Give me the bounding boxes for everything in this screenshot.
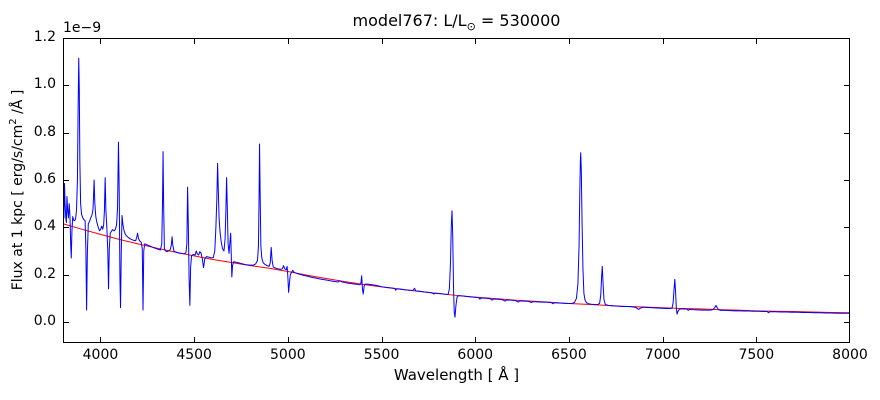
y-tick-label: 1.2: [33, 29, 56, 45]
y-tick-label: 0.4: [33, 218, 56, 235]
plot-title: model767: L/L⊙ = 530000: [63, 11, 850, 33]
plot-title-text: model767: L/L: [352, 11, 467, 30]
axes-frame: [63, 38, 850, 343]
x-tick-label: 5000: [270, 347, 306, 363]
x-tick-label: 4500: [176, 347, 212, 363]
y-tick-label: 0.0: [33, 312, 56, 329]
y-axis-label-suffix: /Å ]: [9, 89, 26, 119]
x-tick-label: 5500: [363, 347, 400, 363]
x-tick-label: 7000: [644, 347, 681, 363]
y-axis-label: Flux at 1 kpc [ erg/s/cm2 /Å ]: [8, 90, 26, 291]
sun-symbol: ⊙: [466, 20, 476, 34]
plot-title-value: = 530000: [475, 11, 561, 30]
x-tick-label: 6000: [457, 347, 494, 363]
y-tick-label: 0.2: [33, 265, 56, 282]
y-axis-offset-label: 1e−9: [63, 20, 102, 36]
x-tick-label: 7500: [738, 347, 775, 363]
x-tick-label: 8000: [832, 347, 868, 363]
x-tick-label: 6500: [551, 347, 587, 363]
spectrum-line: [63, 57, 850, 318]
x-tick-label: 4000: [82, 347, 119, 363]
y-tick-label: 0.8: [33, 123, 56, 140]
y-tick-label: 0.6: [33, 170, 56, 187]
plot-area: [63, 38, 850, 343]
x-axis-label: Wavelength [ Å ]: [393, 366, 520, 384]
y-tick-label: 1.0: [33, 76, 56, 93]
